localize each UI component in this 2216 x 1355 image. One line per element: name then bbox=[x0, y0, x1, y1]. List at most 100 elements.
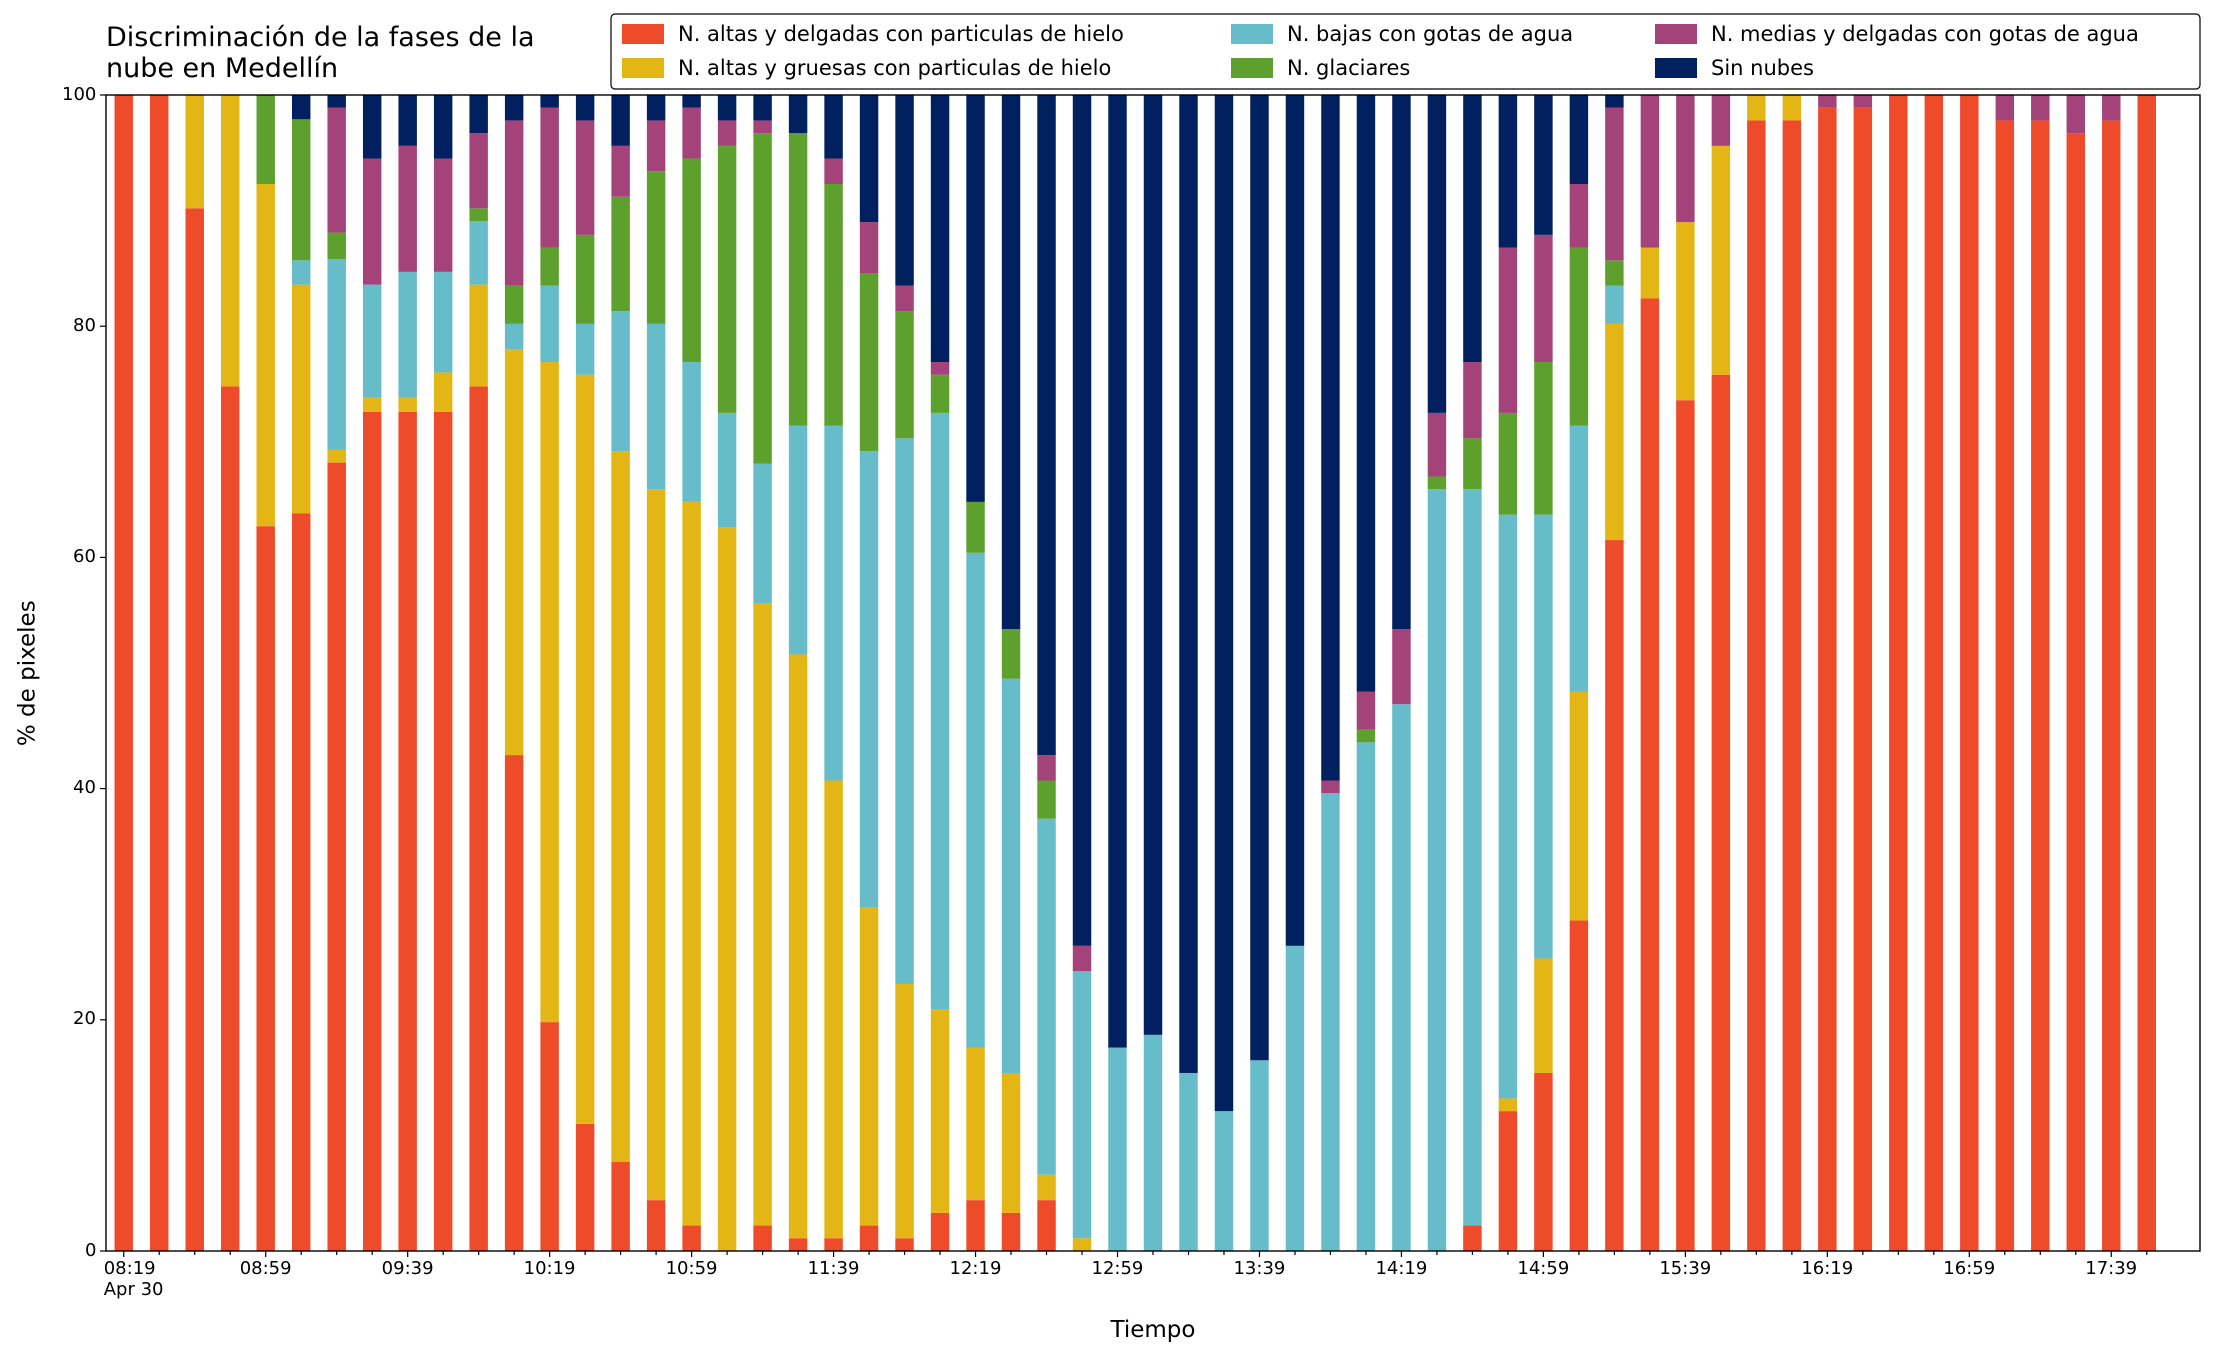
bar-segment bbox=[1534, 362, 1553, 515]
bar-segment bbox=[504, 285, 524, 324]
legend-label: N. altas y delgadas con particulas de hi… bbox=[678, 22, 1124, 46]
bar-segment bbox=[1143, 1034, 1163, 1251]
bar-segment bbox=[1356, 95, 1376, 692]
bar-segment bbox=[1427, 412, 1447, 477]
legend-swatch bbox=[622, 24, 664, 44]
x-tick-label: 10:59 bbox=[665, 1258, 718, 1279]
bar-segment bbox=[895, 311, 914, 439]
bar-segment bbox=[824, 425, 843, 781]
bar-segment bbox=[1108, 1047, 1127, 1251]
bar-segment bbox=[575, 1123, 595, 1251]
bar-segment bbox=[1605, 285, 1624, 324]
bar-segment bbox=[1001, 1072, 1021, 1213]
bar-segment bbox=[646, 171, 666, 324]
bar-segment bbox=[930, 95, 950, 363]
bar-segment bbox=[1037, 755, 1056, 781]
bar-segment bbox=[2031, 95, 2050, 121]
bar-segment bbox=[2102, 95, 2121, 121]
bar-segment bbox=[291, 284, 311, 514]
bar-segment bbox=[1108, 95, 1127, 1048]
bar-segment bbox=[469, 284, 488, 387]
bar-segment bbox=[504, 349, 524, 756]
bar-segment bbox=[682, 501, 701, 1226]
legend-label: Sin nubes bbox=[1711, 56, 1814, 80]
bar-segment bbox=[1250, 95, 1269, 1061]
bar-segment bbox=[646, 120, 666, 172]
bar-segment bbox=[859, 1225, 879, 1251]
bar-segment bbox=[1214, 95, 1234, 1112]
bar-segment bbox=[753, 1225, 772, 1251]
bar-segment bbox=[1001, 95, 1021, 630]
bar-segment bbox=[859, 273, 879, 452]
bar-segment bbox=[398, 95, 417, 146]
bar-segment bbox=[1463, 438, 1482, 490]
bar-segment bbox=[859, 451, 879, 908]
bar-segment bbox=[824, 780, 843, 1239]
legend-swatch bbox=[1231, 58, 1273, 78]
bar-segment bbox=[753, 603, 772, 1226]
bar-segment bbox=[1569, 95, 1589, 185]
bar-segment bbox=[1640, 247, 1660, 299]
x-tick-label: 15:39 bbox=[1659, 1258, 1712, 1279]
bar-segment bbox=[1214, 1111, 1234, 1251]
bar-segment bbox=[1534, 234, 1553, 363]
bar-segment bbox=[1001, 1212, 1021, 1251]
bar-segment bbox=[1640, 95, 1660, 248]
bar-segment bbox=[1498, 1098, 1518, 1112]
bar-segment bbox=[646, 95, 666, 121]
bar-segment bbox=[717, 145, 737, 413]
bar-segment bbox=[398, 145, 417, 272]
bar-segment bbox=[1995, 95, 2015, 121]
bar-segment bbox=[717, 120, 737, 146]
bar-segment bbox=[1534, 958, 1553, 1073]
y-tick-label: 20 bbox=[73, 1008, 96, 1030]
bar-segment bbox=[1818, 95, 1837, 108]
bar-segment bbox=[433, 95, 453, 159]
bar-segment bbox=[966, 552, 985, 1048]
bar-segment bbox=[611, 311, 630, 452]
bar-segment bbox=[1889, 95, 1908, 1251]
x-tick-label: 12:59 bbox=[1091, 1258, 1144, 1279]
bar-segment bbox=[1321, 95, 1340, 781]
bar-segment bbox=[895, 438, 914, 984]
bar-segment bbox=[1463, 362, 1482, 439]
bar-segment bbox=[1782, 95, 1802, 121]
bar-segment bbox=[1569, 425, 1589, 692]
bar-segment bbox=[682, 107, 701, 159]
bar-segment bbox=[362, 397, 382, 412]
x-tick-label: 13:39 bbox=[1233, 1258, 1286, 1279]
bar-segment bbox=[859, 222, 879, 274]
bar-segment bbox=[611, 95, 630, 146]
bar-segment bbox=[2031, 120, 2050, 1251]
y-tick-label: 60 bbox=[73, 545, 96, 567]
bar-segment bbox=[1853, 107, 1873, 1251]
bar-segment bbox=[717, 412, 737, 528]
bar-segment bbox=[646, 1200, 666, 1251]
bar-segment bbox=[1818, 107, 1837, 1251]
bar-segment bbox=[433, 271, 453, 373]
bar-segment bbox=[291, 119, 311, 261]
bar-segment bbox=[469, 386, 488, 1251]
bar-segment bbox=[1037, 1200, 1056, 1251]
x-tick-label: 14:59 bbox=[1517, 1258, 1570, 1279]
bar-segment bbox=[398, 271, 417, 398]
bar-segment bbox=[1463, 489, 1482, 1226]
bar-segment bbox=[930, 362, 950, 375]
x-tick-label: 17:39 bbox=[2085, 1258, 2138, 1279]
bar-segment bbox=[966, 1200, 985, 1251]
bar-segment bbox=[930, 1009, 950, 1213]
bar-segment bbox=[433, 158, 453, 272]
bar-segment bbox=[575, 95, 595, 121]
bar-segment bbox=[1534, 1072, 1553, 1251]
bar-segment bbox=[1285, 95, 1305, 946]
bar-segment bbox=[824, 1238, 843, 1251]
bar-segment bbox=[753, 463, 772, 604]
legend-label: N. altas y gruesas con particulas de hie… bbox=[678, 56, 1112, 80]
bar-segment bbox=[1534, 95, 1553, 235]
bar-segment bbox=[682, 362, 701, 502]
bar-segment bbox=[717, 527, 737, 1251]
bar-segment bbox=[1037, 1174, 1056, 1201]
bar-segment bbox=[1960, 95, 1979, 1251]
bar-segment bbox=[1605, 323, 1624, 541]
